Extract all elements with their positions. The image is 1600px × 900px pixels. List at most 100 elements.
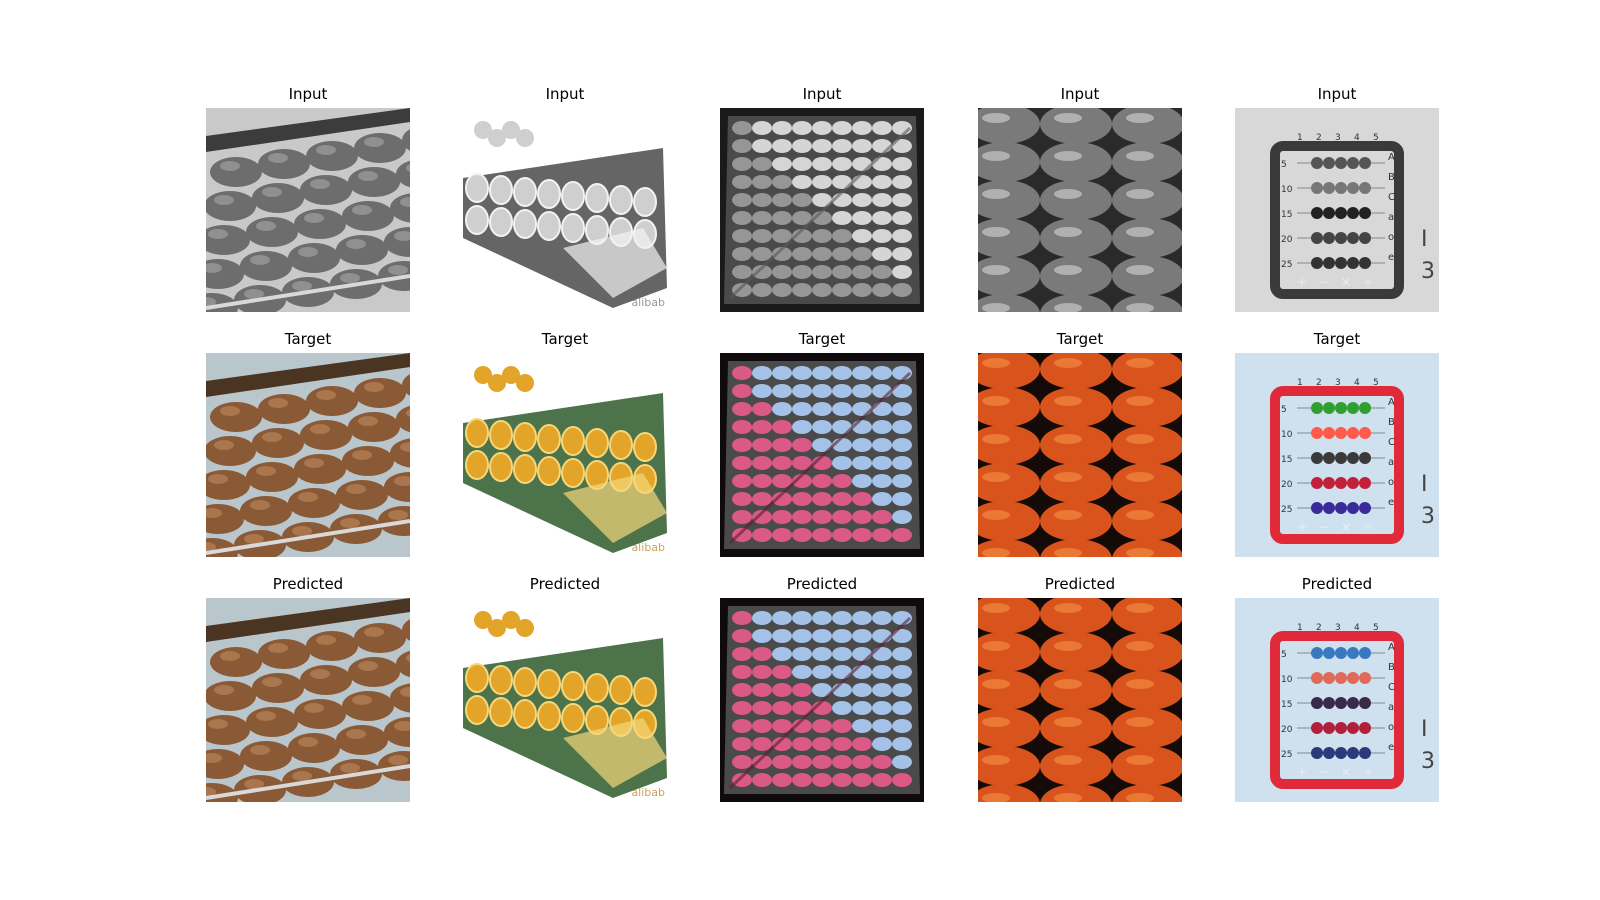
svg-text:4: 4 [1354,623,1360,633]
panel-title: Input [1060,85,1100,103]
image-rendering [463,598,667,802]
svg-text:2: 2 [1316,623,1322,633]
panel-image-abacus-3d-render [720,598,924,802]
panel-title: Target [284,330,332,348]
svg-text:5: 5 [1281,405,1287,415]
svg-text:a: a [1388,212,1394,223]
svg-text:I: I [1421,472,1428,497]
panel-image-abacus-3d-render [720,108,924,312]
svg-text:A: A [1388,397,1395,408]
svg-text:10: 10 [1281,185,1293,195]
svg-text:A: A [1388,642,1395,653]
panel-image-crystal-abacus-product: alibab [463,108,667,312]
panel-title: Input [288,85,328,103]
svg-text:−: − [1319,520,1329,534]
panel-title: Input [1317,85,1357,103]
svg-text:3: 3 [1421,749,1435,774]
svg-text:e: e [1388,497,1394,508]
svg-text:5: 5 [1373,623,1379,633]
svg-text:C: C [1388,682,1395,693]
image-rendering [720,108,924,312]
svg-text:o: o [1388,477,1394,488]
panel-image-abacus-3d-render [720,353,924,557]
svg-text:2: 2 [1316,378,1322,388]
svg-text:25: 25 [1281,505,1292,515]
panel-image-abacus-closeup-diagonal [206,598,410,802]
svg-text:20: 20 [1281,725,1293,735]
svg-text:25: 25 [1281,260,1292,270]
panel-image-crystal-abacus-product: alibab [463,353,667,557]
panel-title: Input [802,85,842,103]
image-rendering [978,598,1182,802]
svg-text:×: × [1341,520,1351,534]
svg-text:5: 5 [1281,650,1287,660]
svg-text:10: 10 [1281,430,1293,440]
svg-text:3: 3 [1421,259,1435,284]
svg-text:20: 20 [1281,480,1293,490]
image-rendering [720,353,924,557]
panel-image-abacus-beads-closeup [978,598,1182,802]
svg-text:3: 3 [1335,623,1341,633]
panel-image-crystal-abacus-product: alibab [463,598,667,802]
svg-text:÷: ÷ [1363,275,1373,289]
svg-text:o: o [1388,722,1394,733]
panel-title: Target [798,330,846,348]
svg-text:×: × [1341,765,1351,779]
svg-text:×: × [1341,275,1351,289]
svg-text:B: B [1388,662,1395,673]
panel-title: Input [545,85,585,103]
panel-title: Target [541,330,589,348]
image-rendering [720,598,924,802]
panel-title: Predicted [272,575,344,593]
svg-text:10: 10 [1281,675,1293,685]
svg-text:B: B [1388,172,1395,183]
svg-text:÷: ÷ [1363,765,1373,779]
svg-text:C: C [1388,437,1395,448]
svg-text:3: 3 [1421,504,1435,529]
svg-text:1: 1 [1297,378,1303,388]
image-rendering [206,108,410,312]
svg-text:A: A [1388,152,1395,163]
panel-title: Target [1056,330,1104,348]
panel-title: Predicted [1044,575,1116,593]
watermark-text: alibab [631,541,665,554]
svg-text:4: 4 [1354,133,1360,143]
svg-text:I: I [1421,717,1428,742]
svg-text:2: 2 [1316,133,1322,143]
panel-image-abacus-closeup-diagonal [206,108,410,312]
svg-text:a: a [1388,702,1394,713]
image-rendering [978,108,1182,312]
panel-title: Predicted [786,575,858,593]
svg-text:3: 3 [1335,133,1341,143]
image-rendering [206,353,410,557]
svg-text:20: 20 [1281,235,1293,245]
svg-text:1: 1 [1297,623,1303,633]
image-rendering [463,108,667,312]
panel-image-abacus-beads-closeup [978,353,1182,557]
svg-text:÷: ÷ [1363,520,1373,534]
svg-text:4: 4 [1354,378,1360,388]
svg-text:e: e [1388,252,1394,263]
svg-text:e: e [1388,742,1394,753]
svg-text:5: 5 [1281,160,1287,170]
svg-text:B: B [1388,417,1395,428]
svg-text:5: 5 [1373,133,1379,143]
svg-text:1: 1 [1297,133,1303,143]
svg-text:−: − [1319,765,1329,779]
svg-text:15: 15 [1281,455,1292,465]
svg-text:+: + [1297,275,1307,289]
watermark-text: alibab [631,786,665,799]
svg-text:5: 5 [1373,378,1379,388]
svg-text:I: I [1421,227,1428,252]
image-rendering [978,353,1182,557]
svg-text:25: 25 [1281,750,1292,760]
panel-title: Predicted [1301,575,1373,593]
svg-text:15: 15 [1281,700,1292,710]
